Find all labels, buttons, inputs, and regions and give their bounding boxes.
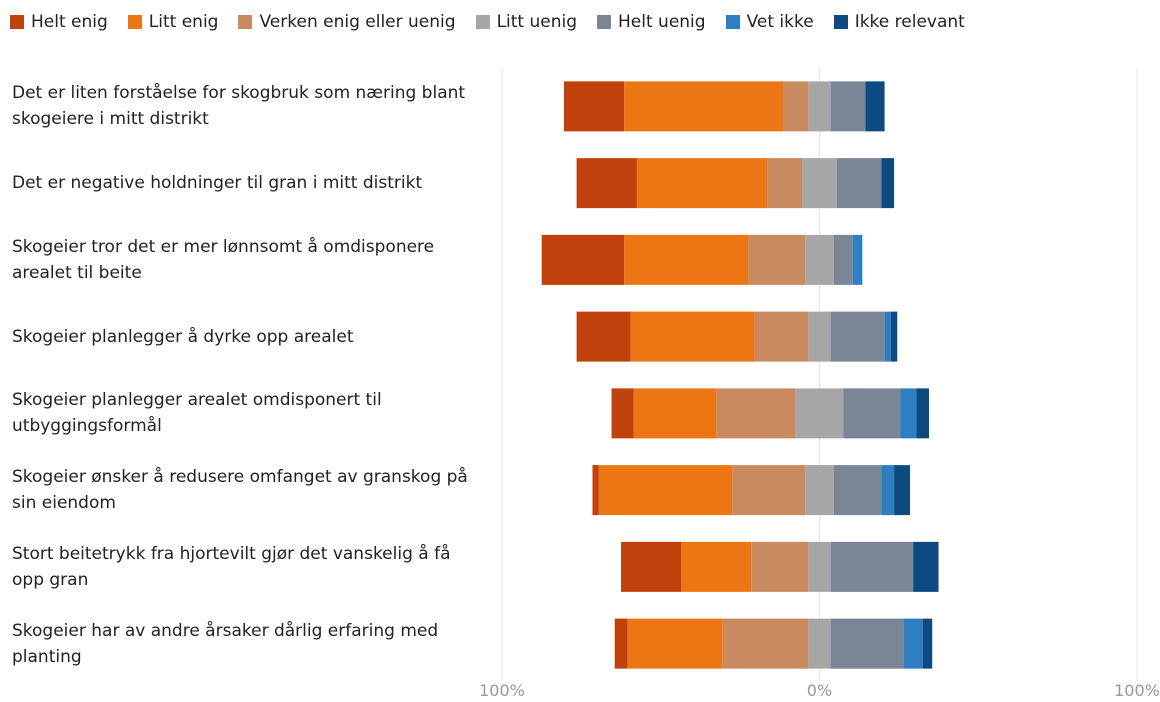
legend-swatch: [475, 15, 490, 29]
legend-item: Vet ikke: [725, 12, 814, 32]
bar-segment: [836, 158, 882, 209]
bar-segment: [808, 311, 831, 362]
row-label: Skogeier tror det er mer lønnsomt å omdi…: [12, 236, 435, 283]
bar-segment: [916, 388, 930, 439]
legend-label: Helt enig: [31, 12, 108, 32]
bar-segment: [611, 388, 634, 439]
bar-segment: [782, 81, 809, 132]
legend: Helt enig Litt enig Verken enig eller ueni…: [10, 12, 965, 32]
legend-label: Ikke relevant: [854, 12, 965, 32]
legend-label: Helt uenig: [618, 12, 706, 32]
bar-segment: [900, 388, 917, 439]
bar-segment: [716, 388, 796, 439]
bar-segment: [830, 541, 914, 592]
bar-segment: [802, 158, 837, 209]
bar-segment: [922, 618, 933, 669]
bar-segment: [633, 388, 717, 439]
legend-item: Helt enig: [10, 12, 108, 32]
bar-segment: [830, 311, 885, 362]
bar-segment: [598, 465, 733, 516]
bar-segment: [576, 311, 631, 362]
bar-segment: [808, 541, 831, 592]
bar-segment: [624, 234, 749, 285]
bar-segment: [614, 618, 628, 669]
legend-swatch: [725, 15, 740, 29]
bar-segment: [805, 465, 834, 516]
legend-swatch: [597, 15, 612, 29]
bar-segment: [541, 234, 625, 285]
x-tick-label: 100%: [1114, 681, 1160, 700]
bar-segment: [722, 618, 809, 669]
bar-segment: [636, 158, 768, 209]
legend-item: Helt uenig: [597, 12, 706, 32]
bar-segment: [748, 234, 806, 285]
bar-segment: [563, 81, 625, 132]
bar-segment: [881, 465, 895, 516]
row-label: Skogeier planlegger arealet omdisponert …: [12, 390, 382, 437]
legend-swatch: [833, 15, 848, 29]
bar-segment: [884, 311, 891, 362]
bar-segment: [865, 81, 885, 132]
bar-segment: [833, 234, 853, 285]
bar-segment: [913, 541, 939, 592]
bar-segment: [852, 234, 863, 285]
row-label: Skogeier har av andre årsaker dårlig erf…: [12, 620, 439, 667]
row-label: Det er negative holdninger til gran i mi…: [12, 173, 423, 194]
bar-segment: [795, 388, 844, 439]
legend-item: Ikke relevant: [833, 12, 965, 32]
bar-segment: [754, 311, 809, 362]
bar-segment: [805, 234, 834, 285]
legend-label: Litt enig: [148, 12, 219, 32]
row-label: Stort beitetrykk fra hjortevilt gjør det…: [12, 543, 451, 590]
bar-segment: [576, 158, 637, 209]
legend-label: Vet ikke: [746, 12, 814, 32]
row-label: Skogeier ønsker å redusere omfanget av g…: [12, 467, 468, 514]
legend-swatch: [10, 15, 24, 29]
bar-segment: [627, 618, 723, 669]
bar-segment: [808, 618, 831, 669]
bar-segment: [890, 311, 898, 362]
bar-segment: [767, 158, 803, 209]
bar-segment: [732, 465, 806, 516]
row-label: Skogeier planlegger å dyrke opp arealet: [12, 326, 354, 347]
legend-item: Verken enig eller uenig: [238, 12, 456, 32]
bar-segment: [681, 541, 752, 592]
bar-segment: [630, 311, 755, 362]
legend-label: Litt uenig: [496, 12, 578, 32]
bar-segment: [881, 158, 895, 209]
legend-label: Verken enig eller uenig: [259, 12, 456, 32]
x-tick-label: 0%: [807, 681, 832, 700]
bar-segment: [894, 465, 910, 516]
legend-item: Litt enig: [127, 12, 219, 32]
bar-segment: [830, 618, 904, 669]
x-tick-label: 100%: [479, 681, 525, 700]
bar-segment: [751, 541, 809, 592]
legend-swatch: [127, 15, 142, 29]
bar-segment: [833, 465, 882, 516]
row-label: Det er liten forståelse for skogbruk som…: [12, 83, 466, 130]
bar-segment: [903, 618, 923, 669]
bar-segment: [830, 81, 866, 132]
bar-segment: [624, 81, 783, 132]
bar-segment: [808, 81, 831, 132]
legend-swatch: [238, 15, 253, 29]
bar-segment: [592, 465, 599, 516]
bar-segment: [843, 388, 901, 439]
bar-segment: [621, 541, 682, 592]
legend-item: Litt uenig: [475, 12, 578, 32]
